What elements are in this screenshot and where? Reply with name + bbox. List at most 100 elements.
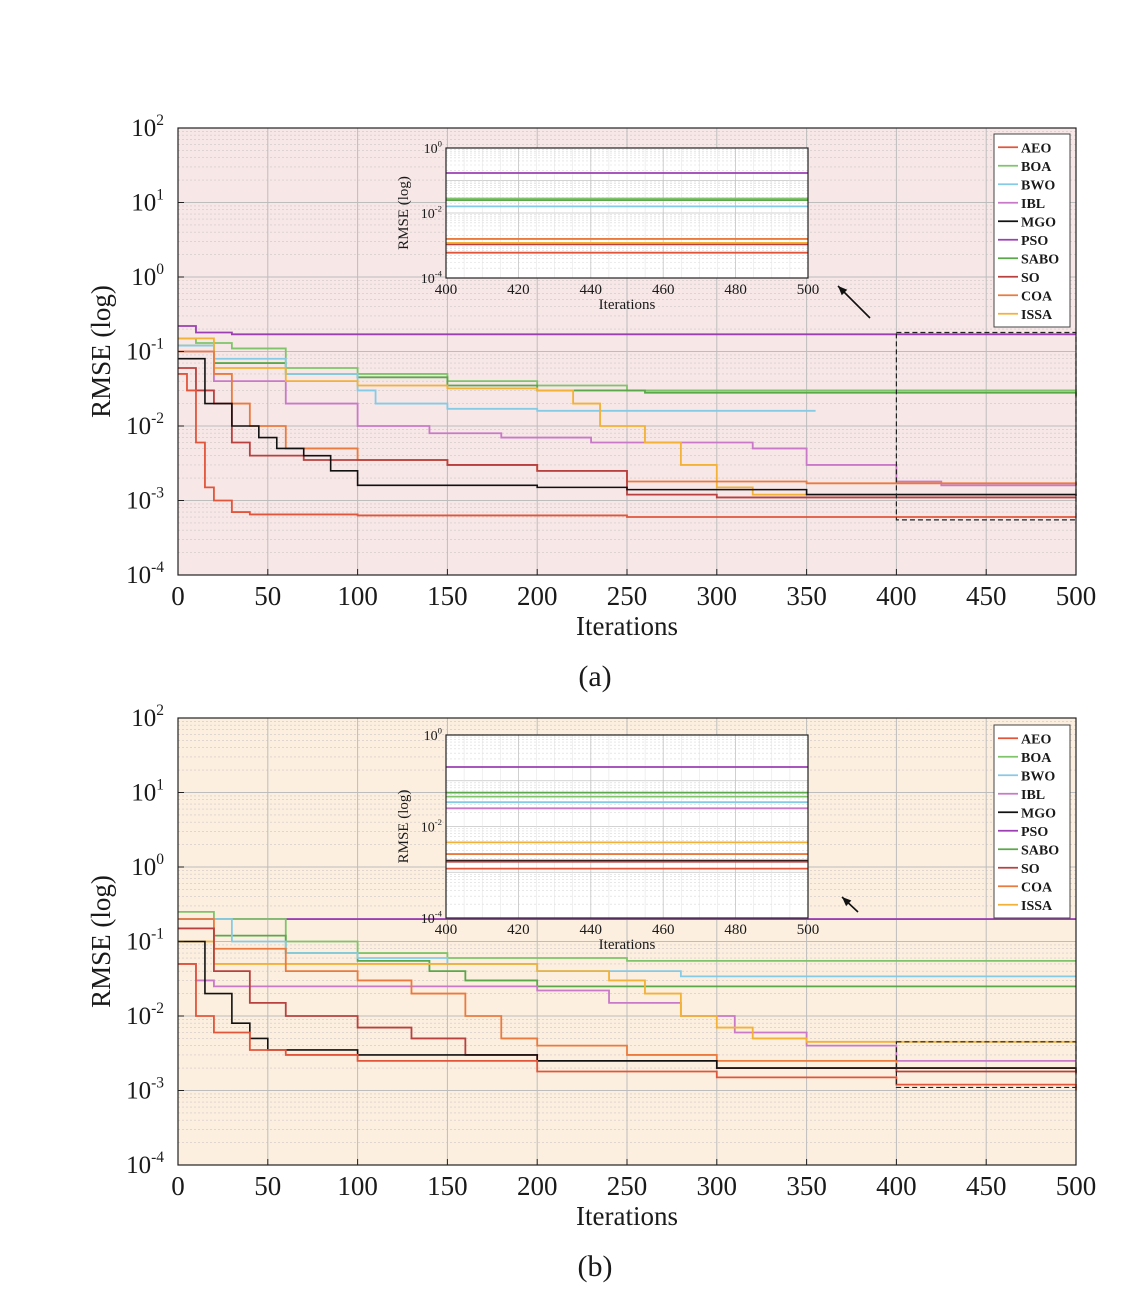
x-tick-label: 150	[427, 1171, 468, 1201]
x-axis-label: Iterations	[576, 611, 678, 641]
inset-y-tick-label: 10-4	[421, 269, 443, 287]
y-tick-label: 101	[131, 776, 164, 806]
legend-label-mgo: MGO	[1021, 806, 1056, 821]
legend-label-bwo: BWO	[1021, 178, 1055, 193]
series-line-issa	[178, 337, 1076, 496]
series-line-sabo	[178, 927, 1076, 988]
inset-frame	[445, 734, 809, 919]
x-tick-label: 0	[171, 581, 185, 611]
panel-label: (a)	[578, 660, 611, 693]
inset-x-tick-label: 440	[580, 282, 603, 298]
legend-label-bwo: BWO	[1021, 769, 1055, 784]
legend-label-ibl: IBL	[1021, 788, 1045, 803]
series-line-coa	[178, 918, 1076, 1069]
x-tick-label: 150	[427, 581, 468, 611]
y-tick-label: 10-4	[126, 559, 164, 589]
x-tick-label: 400	[876, 1171, 917, 1201]
legend-label-boa: BOA	[1021, 751, 1052, 766]
zoom-region	[895, 331, 1077, 521]
inset-x-tick-label: 460	[652, 282, 675, 298]
y-tick-label: 100	[131, 851, 164, 881]
series-line-mgo	[178, 357, 1077, 496]
legend-label-sabo: SABO	[1021, 252, 1059, 267]
inset-x-tick-label: 420	[507, 922, 530, 938]
x-tick-label: 50	[254, 1171, 281, 1201]
x-tick-label: 0	[171, 1171, 185, 1201]
y-tick-label: 102	[131, 702, 164, 732]
y-tick-label: 10-4	[126, 1149, 164, 1179]
inset-x-tick-label: 440	[580, 922, 603, 938]
x-tick-label: 100	[337, 581, 378, 611]
inset-y-axis-label: RMSE (log)	[396, 790, 412, 864]
legend-label-boa: BOA	[1021, 160, 1052, 175]
y-tick-label: 10-1	[126, 925, 164, 955]
inset-x-tick-label: 480	[724, 282, 747, 298]
legend-label-ibl: IBL	[1021, 197, 1045, 212]
x-tick-label: 100	[337, 1171, 378, 1201]
y-tick-label: 10-2	[126, 1000, 164, 1030]
y-tick-label: 10-1	[126, 335, 164, 365]
x-tick-label: 400	[876, 581, 917, 611]
series-line-sabo	[178, 344, 1077, 397]
inset-arrow-head	[838, 286, 848, 296]
y-axis-label: RMSE (log)	[86, 875, 116, 1008]
x-tick-label: 200	[517, 581, 558, 611]
inset-x-tick-label: 500	[797, 282, 820, 298]
x-tick-label: 350	[786, 581, 827, 611]
series-line-aeo	[178, 963, 1077, 1091]
legend-label-coa: COA	[1021, 289, 1053, 304]
legend-label-pso: PSO	[1021, 234, 1048, 249]
x-axis-label: Iterations	[576, 1201, 678, 1231]
inset-x-tick-label: 480	[724, 922, 747, 938]
x-tick-label: 500	[1056, 581, 1097, 611]
inset-y-tick-label: 10-4	[421, 909, 443, 927]
x-tick-label: 250	[607, 1171, 648, 1201]
inset-y-tick-label: 100	[424, 726, 442, 744]
inset-x-tick-label: 500	[797, 922, 820, 938]
legend-label-aeo: AEO	[1021, 141, 1051, 156]
x-tick-label: 50	[254, 581, 281, 611]
inset-x-axis-label: Iterations	[599, 937, 656, 953]
x-tick-label: 250	[607, 581, 648, 611]
y-tick-label: 10-3	[126, 1074, 164, 1104]
inset-arrow-head	[842, 897, 852, 907]
x-tick-label: 500	[1056, 1171, 1097, 1201]
inset-x-tick-label: 400	[435, 282, 458, 298]
series-line-issa	[178, 940, 1076, 1043]
x-tick-label: 450	[966, 581, 1007, 611]
legend-label-coa: COA	[1021, 880, 1053, 895]
inset-y-tick-label: 10-2	[421, 817, 442, 835]
inset-y-tick-label: 100	[424, 139, 442, 157]
inset-x-tick-label: 400	[435, 922, 458, 938]
legend-label-mgo: MGO	[1021, 215, 1056, 230]
y-tick-label: 101	[131, 186, 164, 216]
x-tick-label: 450	[966, 1171, 1007, 1201]
x-tick-label: 300	[697, 1171, 738, 1201]
legend-label-sabo: SABO	[1021, 843, 1059, 858]
series-line-aeo	[178, 373, 1076, 518]
y-tick-label: 10-2	[126, 410, 164, 440]
series-line-bwo	[178, 344, 816, 412]
legend-label-issa: ISSA	[1021, 308, 1053, 323]
inset-x-axis-label: Iterations	[599, 297, 656, 313]
legend-label-issa: ISSA	[1021, 899, 1053, 914]
inset-x-tick-label: 420	[507, 282, 530, 298]
y-tick-label: 10-3	[126, 484, 164, 514]
x-tick-label: 200	[517, 1171, 558, 1201]
inset-frame	[445, 147, 809, 279]
legend-label-aeo: AEO	[1021, 732, 1051, 747]
inset-y-tick-label: 10-2	[421, 204, 442, 222]
x-tick-label: 350	[786, 1171, 827, 1201]
series-line-so	[178, 367, 1076, 499]
series-line-ibl	[178, 963, 1076, 1062]
series-line-bwo	[178, 918, 1076, 978]
x-tick-label: 300	[697, 581, 738, 611]
panel-b-chart: 0 50 100 150 200 250 300 350 400 450 500 102 101 100 1…	[86, 702, 1096, 1283]
series-line-pso	[178, 325, 1076, 336]
panel-label: (b)	[578, 1250, 613, 1283]
legend-label-pso: PSO	[1021, 825, 1048, 840]
inset-y-axis-label: RMSE (log)	[396, 176, 412, 250]
zoom-region	[895, 1041, 1077, 1089]
y-axis-label: RMSE (log)	[86, 285, 116, 418]
